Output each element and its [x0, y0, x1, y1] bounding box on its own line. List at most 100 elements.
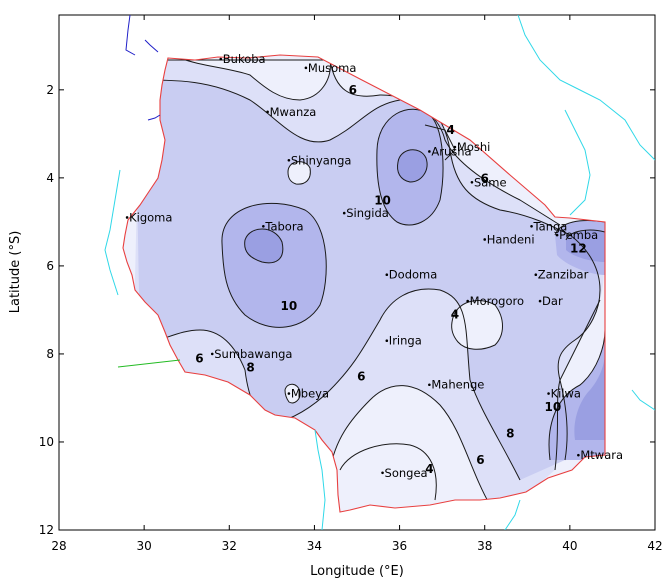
city-marker — [219, 57, 223, 61]
contour-value-label: 8 — [506, 427, 514, 441]
city-label: Morogoro — [470, 294, 524, 308]
contour-value-label: 10 — [374, 193, 391, 207]
ocean-coast-line — [504, 499, 521, 530]
contour-value-label: 10 — [281, 299, 298, 313]
y-tick-label: 6 — [46, 259, 54, 273]
city-label: Mtwara — [580, 448, 623, 462]
city-marker — [266, 110, 269, 114]
city-marker — [342, 211, 346, 215]
city-marker — [483, 238, 487, 241]
contour-line — [548, 329, 605, 461]
contour-line — [134, 79, 601, 461]
border-line-green — [117, 359, 181, 368]
x-tick-label: 28 — [51, 539, 66, 553]
city-label: Shinyanga — [291, 153, 352, 167]
contour-fill-level-12-tabora — [244, 228, 283, 263]
city-marker — [385, 273, 389, 277]
tanzania-boundary — [122, 54, 606, 513]
contour-value-label: 6 — [195, 352, 203, 366]
city-label: Tabora — [264, 219, 303, 233]
contour-line — [179, 57, 331, 101]
inland-water-line — [125, 15, 136, 56]
city-label: Moshi — [457, 140, 490, 154]
city-marker — [287, 158, 291, 162]
city-label: Kigoma — [129, 210, 172, 224]
city-label: Arusha — [431, 144, 471, 158]
x-tick-label: 34 — [307, 539, 322, 553]
inland-water-line — [144, 39, 159, 53]
ocean-coast-line — [314, 429, 326, 530]
city-marker — [547, 392, 550, 395]
contour-fill-level-12-arusha — [397, 149, 428, 182]
city-label: Musoma — [308, 61, 357, 75]
ocean-coast-line — [631, 389, 655, 411]
city-marker — [555, 233, 559, 237]
city-label: Iringa — [389, 334, 422, 348]
city-marker — [470, 180, 474, 184]
city-label: Sumbawanga — [214, 347, 292, 361]
x-tick-label: 36 — [392, 539, 407, 553]
contour-line — [139, 288, 521, 481]
contour-fill-level-8 — [135, 80, 600, 480]
contour-fill-level-12-kilwa — [574, 350, 605, 440]
city-marker — [453, 145, 457, 149]
contour-value-label: 6 — [481, 171, 489, 185]
contour-line — [221, 202, 327, 328]
contour-line — [451, 300, 503, 350]
x-tick-label: 40 — [562, 539, 577, 553]
contour-line — [319, 385, 491, 506]
city-marker — [466, 299, 469, 303]
contour-line — [376, 108, 444, 226]
city-label: Handeni — [487, 232, 535, 246]
contour-fill-level-4-shinyanga — [288, 161, 311, 185]
city-label: Dar — [542, 294, 563, 308]
city-marker — [381, 471, 384, 475]
contour-value-label: 4 — [451, 308, 459, 322]
contour-value-label: 12 — [570, 242, 587, 256]
contour-line — [339, 443, 437, 501]
x-tick-label: 38 — [477, 539, 492, 553]
city-label: Mahenge — [431, 378, 484, 392]
city-marker — [210, 352, 214, 356]
contour-value-label: 4 — [446, 123, 454, 137]
inland-water-line — [147, 114, 161, 121]
city-marker — [530, 224, 533, 228]
contour-value-label: 4 — [425, 462, 433, 476]
ocean-coast-line — [564, 109, 591, 216]
water-features — [104, 15, 655, 530]
contour-fill-level-4-mbeya — [285, 384, 301, 403]
contour-value-label: 10 — [544, 400, 561, 414]
ocean-coast-line — [517, 15, 655, 161]
city-label: Dodoma — [389, 268, 437, 282]
x-tick-label: 32 — [222, 539, 237, 553]
contour-fill-level-4-morogoro — [451, 300, 503, 350]
contour-line — [565, 229, 605, 241]
contour-line — [284, 383, 301, 404]
city-label: Songea — [385, 466, 428, 480]
city-marker — [428, 383, 431, 387]
city-label: Kilwa — [551, 387, 581, 401]
y-tick-label: 4 — [46, 171, 54, 185]
contour-fill-level-12-pemba — [566, 230, 605, 262]
city-label: Same — [474, 175, 507, 189]
city-marker — [125, 216, 129, 219]
contour-value-label: 6 — [357, 369, 365, 383]
contour-line — [287, 161, 311, 185]
contour-line-layer — [134, 57, 605, 506]
y-axis-title: Latitude (°S) — [8, 231, 23, 314]
contour-label-layer: 6 4 6 10 12 10 4 6 8 6 10 8 6 4 — [195, 83, 586, 476]
y-tick-label: 12 — [39, 523, 54, 537]
x-axis-title: Longitude (°E) — [310, 564, 404, 579]
contour-line — [554, 299, 601, 471]
city-marker — [287, 392, 291, 395]
contour-line — [397, 149, 428, 183]
city-label: Singida — [346, 206, 389, 220]
city-label: Bukoba — [223, 52, 266, 66]
contour-value-label: 6 — [349, 83, 357, 97]
city-marker — [428, 150, 431, 153]
x-tick-label: 42 — [647, 539, 662, 553]
city-label: Mwanza — [270, 105, 317, 119]
